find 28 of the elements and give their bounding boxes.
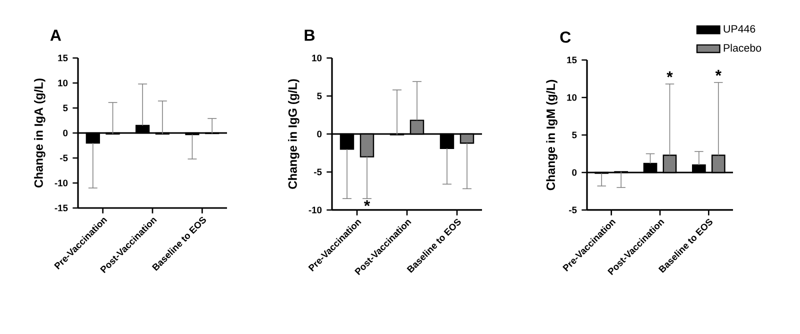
chart-title: C	[560, 31, 571, 43]
annotation: *	[666, 71, 673, 78]
y-tick-label: -5	[569, 206, 577, 214]
y-tick-label: 5	[317, 92, 322, 100]
y-tick-label: -10	[54, 180, 68, 186]
y-tick-label: 5	[63, 104, 68, 112]
annotation: *	[364, 200, 370, 206]
legend-label: UP446	[724, 25, 756, 33]
annotation: *	[715, 70, 722, 76]
y-tick-label: -15	[54, 204, 68, 212]
y-tick-label: -5	[314, 168, 322, 176]
y-tick-label: 10	[567, 94, 577, 101]
y-tick-label: 0	[572, 169, 577, 176]
y-tick-label: 10	[312, 54, 322, 62]
y-tick-label: -10	[308, 206, 322, 214]
chart-title: A	[50, 30, 62, 41]
y-tick-label: 5	[572, 132, 577, 138]
y-tick-label: 10	[58, 80, 68, 86]
chart-title: B	[304, 30, 315, 41]
y-axis-title: Change in IgG (g/L)	[288, 79, 300, 189]
y-tick-label: 15	[58, 54, 68, 62]
y-tick-label: -5	[60, 154, 68, 162]
y-tick-label: 0	[63, 130, 68, 136]
y-axis-title: Change in IgA (g/L)	[34, 78, 46, 188]
y-tick-label: 0	[317, 130, 322, 138]
y-tick-label: 15	[567, 56, 577, 64]
y-axis-title: Change in IgM (g/L)	[546, 80, 558, 190]
legend-label: Placebo	[724, 44, 762, 52]
